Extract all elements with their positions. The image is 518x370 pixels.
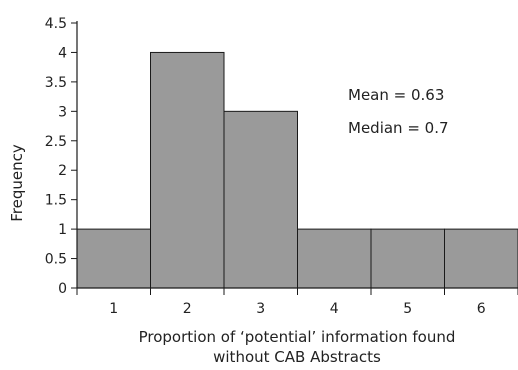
x-tick-label: 6 [477,301,486,317]
bar-2 [150,51,225,289]
bar-3 [223,110,298,289]
bar-4 [297,228,372,289]
mean-annotation: Mean = 0.63 [348,86,444,104]
y-tick-label: 1 [58,222,67,238]
x-tick-label: 5 [403,301,412,317]
y-tick-label: 4 [58,45,67,61]
y-tick-label: 0.5 [45,252,67,268]
y-tick-label: 2.5 [45,134,67,150]
y-ticks-layer: 0 0.5 1 1.5 2 2.5 3 3.5 4 4.5 [45,16,77,297]
median-annotation: Median = 0.7 [348,119,449,137]
x-ticks-layer: 1 2 3 4 5 6 [76,288,518,317]
y-tick-label: 1.5 [45,193,67,209]
x-tick-label: 1 [109,301,118,317]
y-axis-title: Frequency [8,144,26,222]
y-tick-label: 4.5 [45,16,67,32]
x-tick-label: 4 [330,301,339,317]
y-tick-label: 0 [58,281,67,297]
y-tick-label: 2 [58,163,67,179]
bars-layer [76,51,518,289]
y-tick-label: 3.5 [45,75,67,91]
bar-5 [370,228,445,289]
x-tick-label: 3 [256,301,265,317]
bar-1 [76,228,151,289]
bar-6 [444,228,518,289]
x-axis-title-line2: without CAB Abstracts [213,348,381,366]
x-tick-label: 2 [183,301,192,317]
x-axis-title-line1: Proportion of ‘potential’ information fo… [139,328,456,346]
y-tick-label: 3 [58,104,67,120]
